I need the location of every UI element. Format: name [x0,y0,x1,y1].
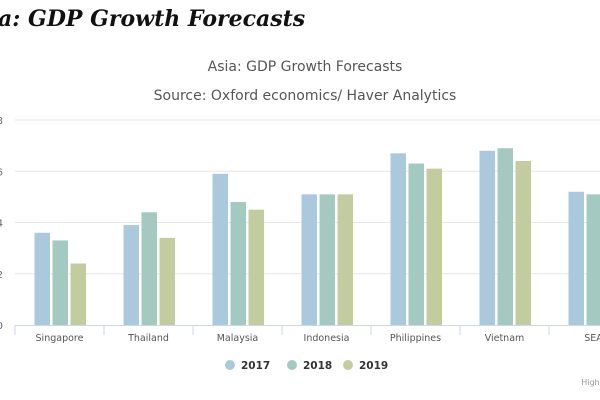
y-tick-label: 2 [0,270,3,281]
chart-credit[interactable]: Highc [581,378,600,387]
x-tick-label: Vietnam [485,333,525,344]
bars [34,148,600,325]
bar-2018-sea [586,194,600,325]
x-tick-label: SEA [584,333,600,344]
y-tick-label: 4 [0,219,3,230]
legend-label[interactable]: 2017 [241,360,270,372]
bar-2019-vietnam [515,161,531,325]
x-tick-label: Philippines [390,333,441,344]
legend-label[interactable]: 2019 [359,360,388,372]
y-tick-label: 0 [0,321,3,332]
bar-2018-philippines [408,163,424,325]
bar-2017-sea [568,191,584,325]
bar-2019-thailand [159,237,175,325]
bar-2017-singapore [34,232,50,325]
legend-label[interactable]: 2018 [303,360,332,372]
y-tick-label: 8 [0,116,3,127]
y-tick-label: 6 [0,167,3,178]
bar-2017-malaysia [212,173,228,325]
chart-subtitle: Source: Oxford economics/ Haver Analytic… [153,88,457,104]
bar-2019-singapore [70,263,86,325]
y-axis-tick-labels: 0 2 4 6 8 [0,116,3,332]
bar-2019-indonesia [337,194,353,325]
x-axis: Singapore Thailand Malaysia Indonesia Philip… [14,325,600,344]
page-heading: a: GDP Growth Forecasts [0,6,306,32]
bar-2018-vietnam [497,148,513,325]
bar-2017-vietnam [479,150,495,325]
bar-2018-malaysia [230,202,246,325]
bar-2018-singapore [52,240,68,325]
legend-marker-2019 [343,360,353,370]
bar-2018-thailand [141,212,157,325]
legend-marker-2018 [287,360,297,370]
x-tick-label: Indonesia [304,333,350,344]
legend-marker-2017 [225,360,235,370]
bar-2019-philippines [426,168,442,325]
bar-2017-thailand [123,225,139,325]
x-tick-label: Singapore [36,333,84,344]
x-tick-label: Thailand [127,333,169,344]
x-tick-label: Malaysia [217,333,259,344]
legend: 2017 2018 2019 [225,360,388,372]
bar-2017-philippines [390,153,406,325]
bar-2017-indonesia [301,194,317,325]
bar-2019-malaysia [248,209,264,325]
bar-2018-indonesia [319,194,335,325]
chart-title: Asia: GDP Growth Forecasts [207,59,403,75]
